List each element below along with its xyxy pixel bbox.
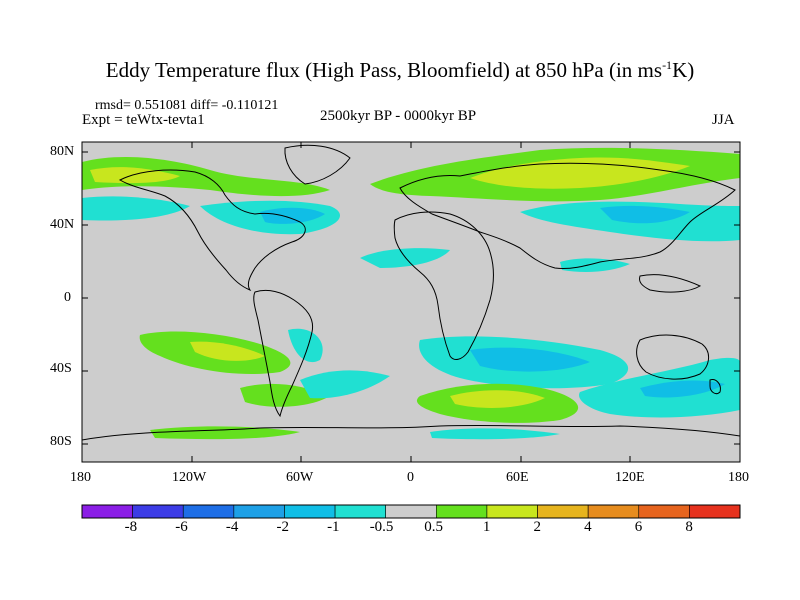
australia-coast xyxy=(636,334,709,380)
lon-label-120w: 120W xyxy=(172,470,207,485)
colorbar-cell xyxy=(81,504,133,519)
colorbar-label: 2 xyxy=(533,519,542,535)
colorbar-cell xyxy=(587,504,640,519)
africa-coast xyxy=(393,211,494,360)
colorbar-cell xyxy=(182,504,235,519)
sh-cyan-antarctic-coast xyxy=(430,428,560,440)
south-america-coast xyxy=(253,289,314,418)
nh-blue-asia xyxy=(600,205,690,224)
stats-label: rmsd= 0.551081 diff= -0.110121 xyxy=(95,98,279,113)
lon-label-180w: 180 xyxy=(70,470,91,485)
sh-green-antarctic-coast xyxy=(150,426,300,440)
lon-label-60e: 60E xyxy=(506,470,529,485)
southern-bands xyxy=(139,328,740,440)
season-label: JJA xyxy=(712,112,735,128)
lat-label-40s: 40S xyxy=(50,361,72,376)
atlantic-cyan-patch xyxy=(360,248,450,268)
lon-label-0: 0 xyxy=(407,470,414,485)
plot-title: Eddy Temperature flux (High Pass, Bloomf… xyxy=(0,58,800,83)
sh-cyan-south-atlantic xyxy=(300,370,390,399)
map-ticks xyxy=(81,142,741,462)
lat-label-80n: 80N xyxy=(50,144,75,159)
period-label: 2500kyr BP - 0000kyr BP xyxy=(320,108,477,124)
indonesia-coast xyxy=(639,274,702,293)
colorbar-label: -2 xyxy=(276,519,289,535)
sh-yellow-pacific xyxy=(190,341,265,361)
north-america-coast xyxy=(118,169,306,292)
nh-cyan-pacific-west xyxy=(82,196,190,221)
colorbar-cell xyxy=(638,504,690,519)
colorbar-label: 4 xyxy=(584,519,592,535)
map-panel xyxy=(82,142,740,462)
lat-label-40n: 40N xyxy=(50,217,75,232)
experiment-label: Expt = teWtx-tevta1 xyxy=(82,112,205,128)
nh-yellow-patch-west xyxy=(90,167,180,184)
nh-blue-america xyxy=(260,207,325,224)
colorbar-cell xyxy=(334,504,386,519)
coastlines xyxy=(82,144,740,441)
colorbar-cell xyxy=(284,504,336,519)
colorbar-label: 6 xyxy=(634,519,643,535)
sh-cyan-south-america xyxy=(288,328,323,363)
lat-label-0: 0 xyxy=(64,290,71,305)
northern-bands xyxy=(82,147,740,272)
colorbar-cell xyxy=(436,504,488,519)
sh-blue-indian-ocean xyxy=(470,347,590,372)
colorbar-label: -6 xyxy=(175,519,188,535)
greenland-coast xyxy=(284,144,351,185)
title-main: Eddy Temperature flux (High Pass, Bloomf… xyxy=(105,58,663,82)
colorbar xyxy=(81,504,741,519)
colorbar-label: -4 xyxy=(225,519,239,535)
sh-blue-australia xyxy=(640,380,725,398)
lat-label-80s: 80S xyxy=(50,434,72,449)
new-zealand-coast xyxy=(709,379,721,395)
lon-label-60w: 60W xyxy=(286,470,314,485)
colorbar-label: -1 xyxy=(327,519,340,535)
colorbar-label: 0.5 xyxy=(424,519,444,535)
colorbar-cell xyxy=(537,504,589,519)
antarctica-coast xyxy=(82,424,740,441)
colorbar-cell xyxy=(385,504,437,519)
lon-label-120e: 120E xyxy=(615,470,645,485)
colorbar-frame xyxy=(81,504,741,519)
title-exponent: -1 xyxy=(662,58,673,72)
colorbar-label: 1 xyxy=(482,519,491,535)
colorbar-cell xyxy=(233,504,285,519)
asia-cyan-patch xyxy=(560,258,630,272)
title-end: K) xyxy=(672,58,695,82)
lon-label-180e: 180 xyxy=(728,470,749,485)
colorbar-cell xyxy=(132,504,184,519)
sh-yellow-southern-ocean xyxy=(450,390,545,408)
colorbar-label: -0.5 xyxy=(369,519,394,535)
eurasia-coast xyxy=(399,162,736,269)
colorbar-label: 8 xyxy=(685,519,693,535)
colorbar-cell xyxy=(486,504,538,519)
colorbar-cell xyxy=(689,504,741,519)
colorbar-label: -8 xyxy=(124,519,138,535)
